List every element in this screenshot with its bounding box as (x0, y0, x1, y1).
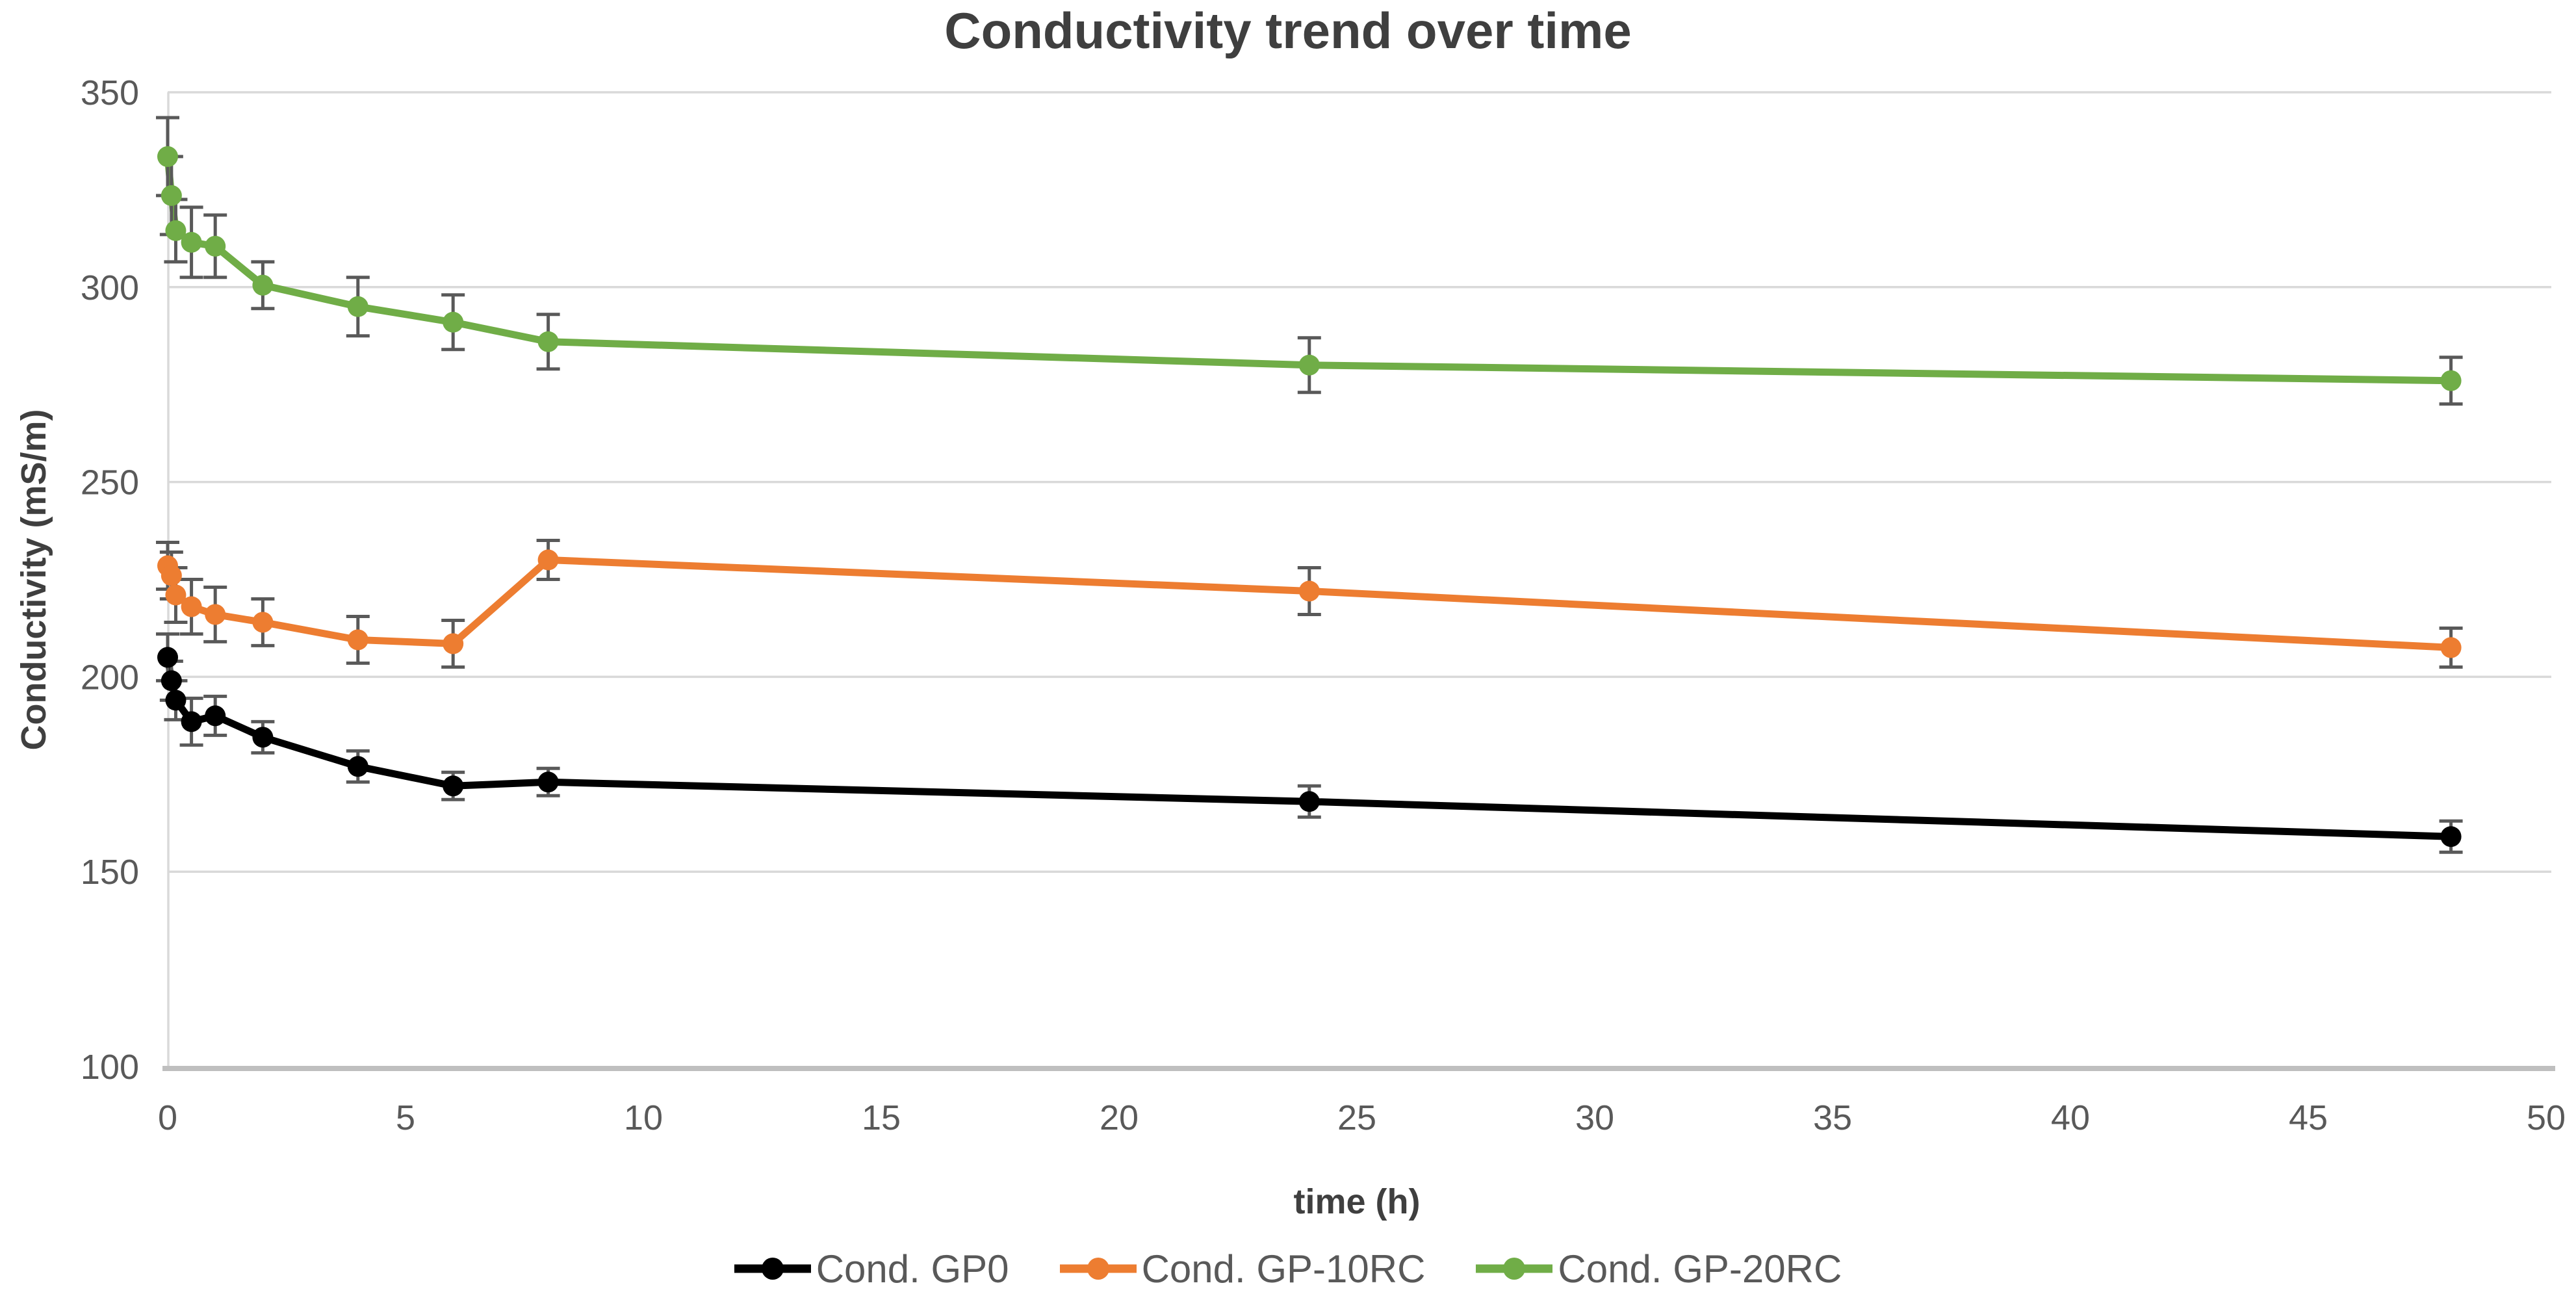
y-tick-label: 150 (81, 853, 139, 892)
data-point-marker-cond-gp-20rc (165, 220, 187, 241)
legend-item: Cond. GP-10RC (1059, 1247, 1426, 1291)
x-tick-label: 0 (158, 1098, 177, 1137)
data-point-marker-cond-gp-10rc (2440, 637, 2462, 658)
legend-marker-icon (734, 1256, 811, 1282)
legend-label: Cond. GP0 (816, 1247, 1009, 1291)
data-point-marker-cond-gp0 (252, 727, 274, 748)
legend-item: Cond. GP-20RC (1476, 1247, 1842, 1291)
x-tick-label: 25 (1337, 1098, 1376, 1137)
y-tick-label: 200 (81, 658, 139, 697)
data-point-marker-cond-gp-20rc (157, 146, 178, 167)
legend-item: Cond. GP0 (734, 1247, 1009, 1291)
data-point-marker-cond-gp-10rc (181, 596, 202, 617)
x-tick-label: 45 (2289, 1098, 2328, 1137)
data-point-marker-cond-gp-20rc (443, 311, 464, 333)
data-point-marker-cond-gp-20rc (205, 235, 226, 257)
data-point-marker-cond-gp0 (1298, 791, 1320, 812)
data-point-marker-cond-gp-10rc (252, 612, 274, 633)
x-tick-label: 10 (624, 1098, 663, 1137)
legend-marker-icon (1476, 1256, 1553, 1282)
chart-title: Conductivity trend over time (944, 2, 1632, 59)
data-point-marker-cond-gp0 (205, 705, 226, 727)
x-tick-label: 35 (1813, 1098, 1852, 1137)
x-tick-label: 20 (1100, 1098, 1139, 1137)
data-point-marker-cond-gp-20rc (347, 296, 368, 317)
legend-label: Cond. GP-10RC (1141, 1247, 1426, 1291)
data-point-marker-cond-gp-10rc (347, 629, 368, 651)
data-point-marker-cond-gp-20rc (181, 231, 202, 253)
data-point-marker-cond-gp-20rc (2440, 370, 2462, 391)
y-tick-label: 100 (81, 1048, 139, 1087)
data-point-marker-cond-gp-20rc (252, 274, 274, 296)
data-point-marker-cond-gp0 (161, 670, 182, 692)
data-point-marker-cond-gp-10rc (537, 549, 559, 571)
x-tick-label: 30 (1575, 1098, 1614, 1137)
x-tick-label: 40 (2051, 1098, 2090, 1137)
data-point-marker-cond-gp-10rc (443, 633, 464, 654)
data-point-marker-cond-gp-20rc (1298, 354, 1320, 376)
y-tick-label: 250 (81, 463, 139, 502)
data-point-marker-cond-gp0 (181, 711, 202, 732)
y-tick-label: 300 (81, 268, 139, 307)
x-tick-label: 50 (2527, 1098, 2566, 1137)
data-point-marker-cond-gp-20rc (537, 331, 559, 352)
data-point-marker-cond-gp-10rc (1298, 580, 1320, 602)
data-point-marker-cond-gp-10rc (205, 604, 226, 625)
data-point-marker-cond-gp0 (537, 771, 559, 793)
legend-marker-icon (1059, 1256, 1137, 1282)
data-point-marker-cond-gp0 (443, 775, 464, 797)
data-point-marker-cond-gp0 (347, 756, 368, 777)
data-point-marker-cond-gp-10rc (161, 565, 182, 586)
data-point-marker-cond-gp0 (2440, 826, 2462, 848)
x-tick-label: 15 (862, 1098, 901, 1137)
data-point-marker-cond-gp0 (165, 690, 187, 711)
legend: Cond. GP0 Cond. GP-10RC Cond. GP-20RC (0, 1235, 2576, 1302)
legend-label: Cond. GP-20RC (1558, 1247, 1842, 1291)
data-point-marker-cond-gp-20rc (161, 185, 182, 206)
y-tick-label: 350 (81, 73, 139, 112)
data-point-marker-cond-gp0 (157, 647, 178, 668)
data-point-marker-cond-gp-10rc (165, 584, 187, 606)
x-tick-label: 5 (396, 1098, 415, 1137)
x-axis-title: time (h) (1293, 1182, 1421, 1221)
